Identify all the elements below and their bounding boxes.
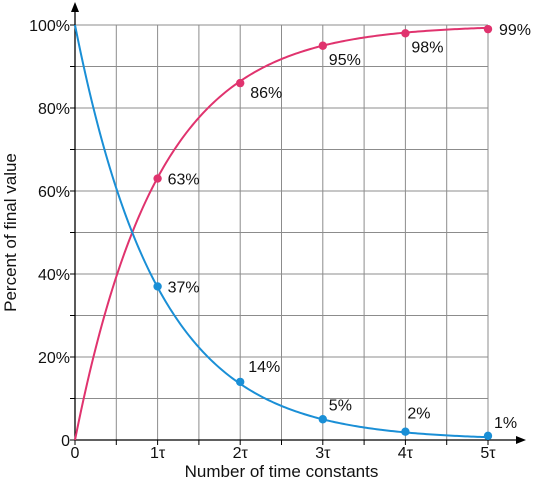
x-tick-label: 4τ (398, 445, 414, 462)
data-point-rise (401, 29, 410, 38)
y-tick-label: 40% (38, 267, 70, 284)
tick-labels: 0 1τ 2τ 3τ 4τ 5τ 0 20% 40% 60% 80% 100% (29, 18, 496, 462)
data-label-rise: 98% (411, 39, 443, 56)
data-point-rise (153, 174, 162, 183)
data-label-rise: 95% (329, 52, 361, 69)
x-tick-label: 2τ (233, 445, 249, 462)
data-label-rise: 86% (250, 85, 282, 102)
grid (75, 24, 489, 440)
data-label-decay: 14% (248, 359, 280, 376)
data-point-decay (153, 282, 162, 291)
curves (74, 24, 489, 441)
x-tick-label: 0 (71, 445, 80, 462)
data-point-rise (318, 41, 327, 50)
data-point-decay (318, 415, 327, 424)
axes (70, 2, 526, 445)
data-points (153, 24, 493, 441)
data-label-decay: 5% (329, 397, 352, 414)
y-tick-label: 80% (38, 101, 70, 118)
data-point-decay (401, 427, 410, 436)
data-label-rise: 99% (499, 22, 531, 39)
data-labels: 63% 86% 95% 98% 99% 37% 14% 5% 2% 1% (168, 22, 531, 432)
data-point-rise (236, 78, 245, 88)
y-tick-label: 60% (38, 184, 70, 201)
series-line-rise (74, 26, 489, 441)
data-label-decay: 2% (407, 406, 430, 423)
data-point-decay (236, 377, 245, 387)
data-point-decay (483, 431, 493, 441)
y-tick-label: 20% (38, 350, 70, 367)
y-axis-arrow-icon (71, 2, 79, 12)
data-label-rise: 63% (168, 172, 200, 189)
x-tick-label: 5τ (480, 445, 496, 462)
y-tick-label: 0 (61, 433, 70, 450)
x-axis-arrow-icon (516, 436, 526, 444)
x-tick-label: 3τ (315, 445, 331, 462)
data-label-decay: 37% (168, 279, 200, 296)
y-axis-title: Percent of final value (1, 153, 20, 312)
data-label-decay: 1% (494, 415, 517, 432)
x-tick-label: 1τ (150, 445, 166, 462)
data-point-rise (483, 24, 493, 34)
x-axis-title: Number of time constants (185, 462, 379, 481)
y-tick-label: 100% (29, 18, 70, 35)
series-line-decay (74, 24, 489, 439)
